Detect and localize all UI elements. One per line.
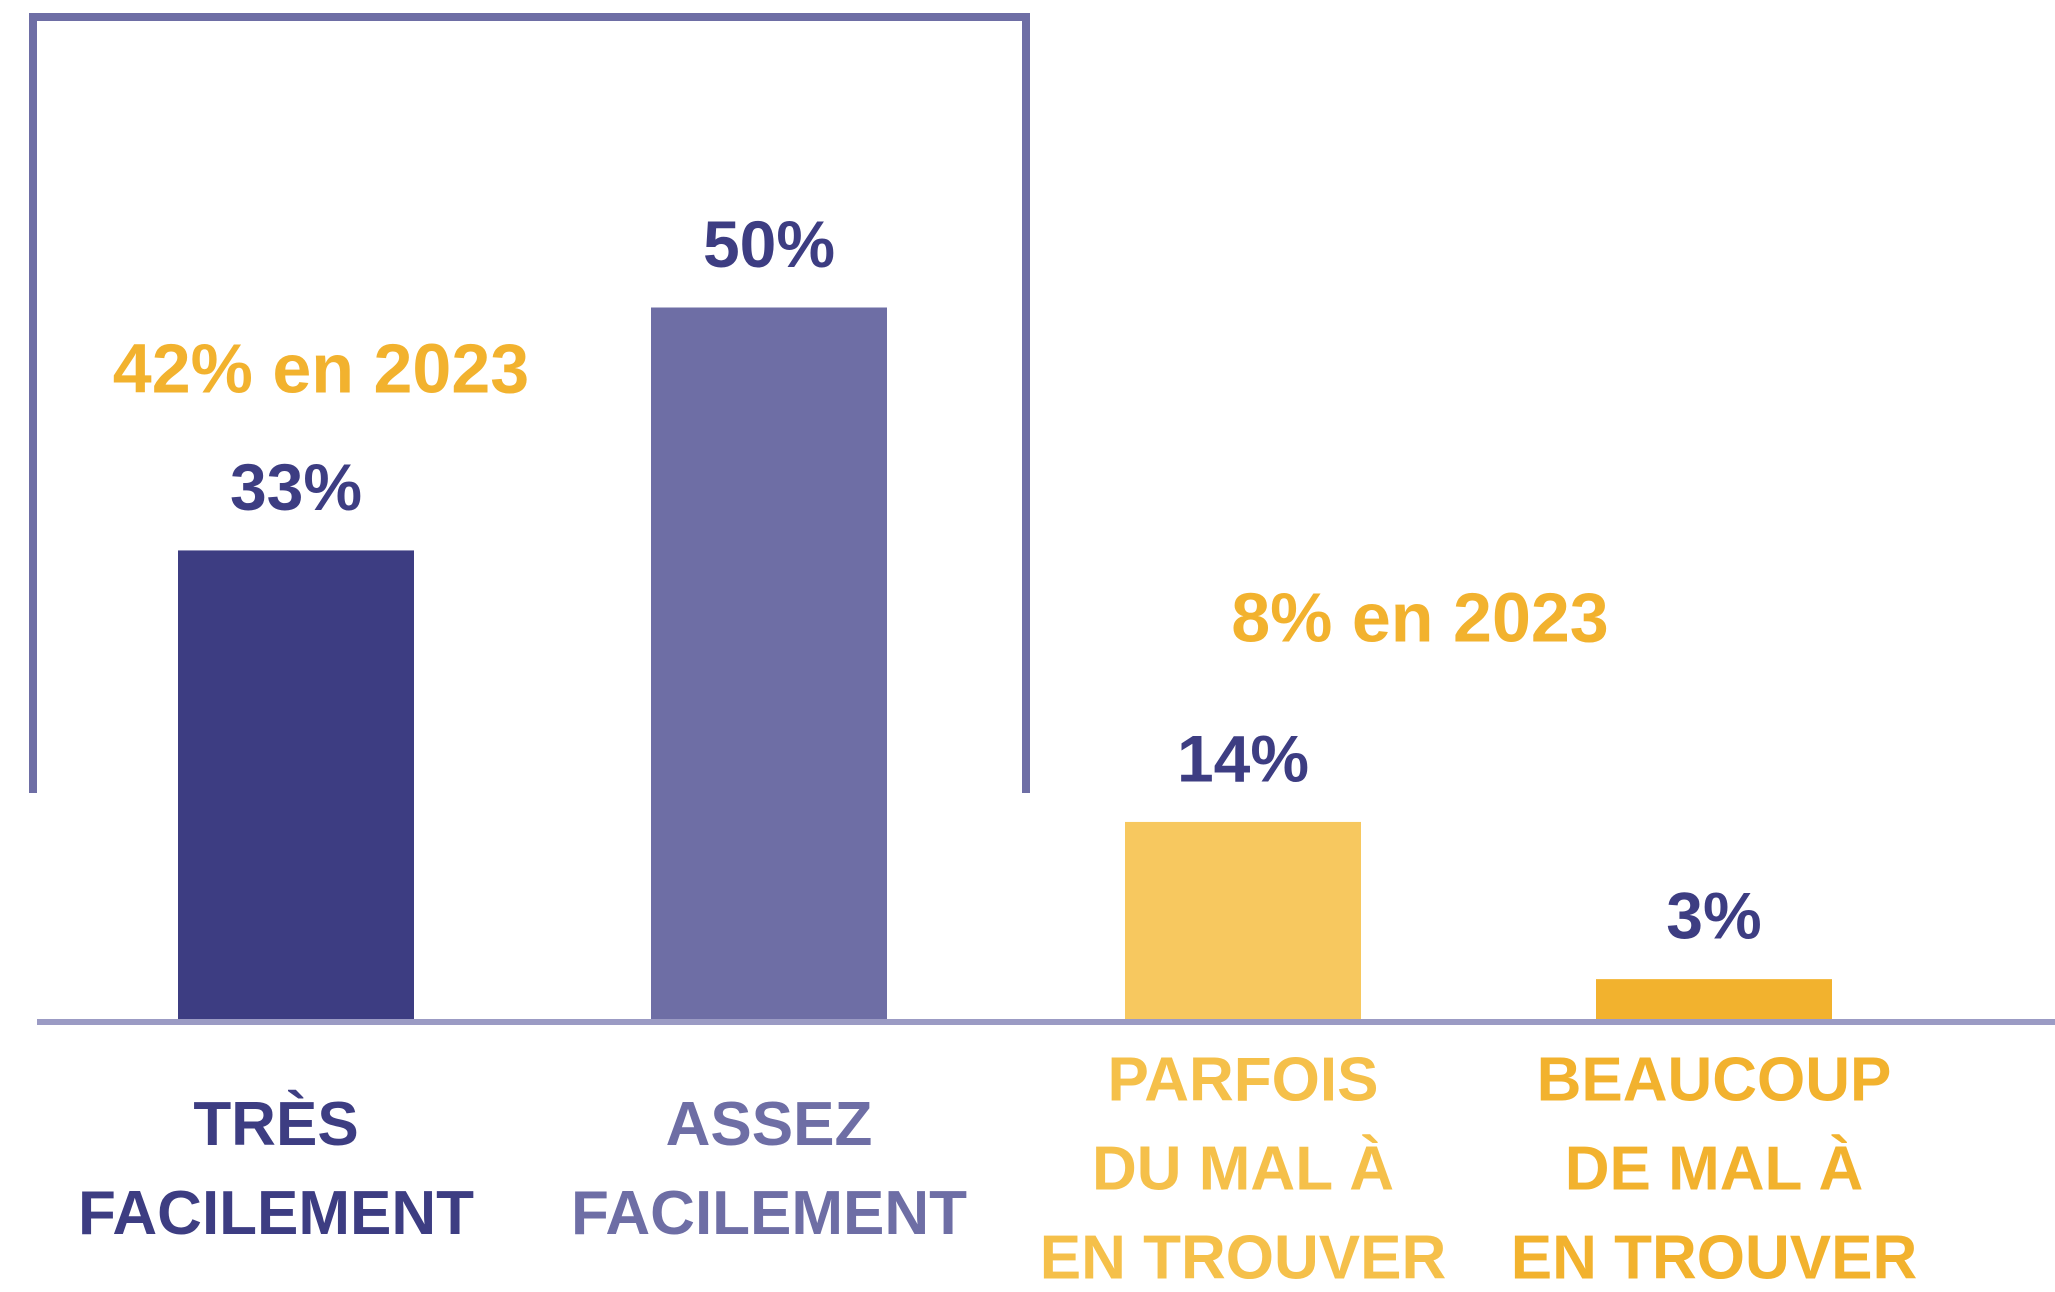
group-bracket: [29, 13, 1030, 793]
category-label: BEAUCOUP: [1537, 1045, 1892, 1114]
category-label: FACILEMENT: [571, 1179, 967, 1248]
category-label: FACILEMENT: [78, 1179, 474, 1248]
category-label: PARFOIS: [1108, 1045, 1379, 1114]
bar: [1596, 979, 1832, 1022]
value-label: 50%: [703, 207, 835, 281]
category-label: EN TROUVER: [1040, 1223, 1446, 1292]
bar: [1125, 821, 1361, 1022]
annotation: 42% en 2023: [113, 329, 529, 407]
category-label: ASSEZ: [666, 1090, 873, 1159]
category-label: EN TROUVER: [1511, 1223, 1917, 1292]
value-label: 3%: [1666, 879, 1761, 953]
category-label: TRÈS: [193, 1090, 358, 1159]
value-label: 33%: [230, 450, 362, 524]
bar: [178, 550, 414, 1022]
category-label: DU MAL À: [1092, 1134, 1394, 1203]
bar: [651, 307, 887, 1022]
value-label: 14%: [1177, 721, 1309, 795]
category-label: DE MAL À: [1565, 1134, 1864, 1203]
annotation: 8% en 2023: [1231, 578, 1608, 656]
